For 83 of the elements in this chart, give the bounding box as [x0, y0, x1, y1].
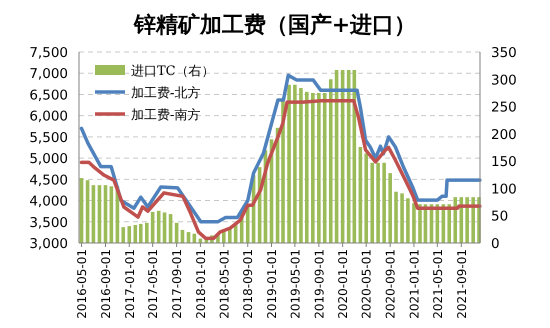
y2-tick-label: 200 — [491, 126, 517, 143]
bar — [364, 154, 368, 243]
bar — [328, 79, 333, 243]
y2-tick-label: 150 — [491, 154, 517, 170]
bar — [162, 212, 166, 243]
x-tick-label: 2020-09-01 — [384, 249, 398, 319]
y-tick-label: 3,500 — [29, 214, 68, 231]
chart-title: 锌精矿加工费（国产+进口） — [132, 12, 416, 38]
x-tick-label: 2018-05-01 — [217, 249, 232, 319]
bar — [334, 70, 338, 243]
bar — [317, 92, 321, 243]
bar — [394, 192, 398, 243]
bar — [382, 162, 386, 243]
bar — [192, 234, 196, 243]
bar — [358, 146, 362, 243]
bar — [299, 88, 303, 243]
x-tick-label: 2019-01-01 — [265, 249, 280, 319]
y2-tick-label: 100 — [491, 181, 517, 198]
bar — [92, 185, 96, 243]
x-tick-label: 2017-09-01 — [170, 249, 184, 319]
x-tick-label: 2018-09-01 — [241, 249, 256, 319]
x-tick-label: 2020-05-01 — [360, 249, 374, 319]
y2-tick-label: 50 — [491, 208, 508, 225]
bar — [134, 224, 138, 243]
y2-tick-label: 350 — [491, 45, 517, 61]
x-tick-label: 2018-01-01 — [194, 249, 208, 319]
bar — [180, 230, 184, 243]
bar — [138, 224, 143, 243]
bar — [287, 84, 291, 243]
x-tick-label: 2021-01-01 — [407, 249, 422, 319]
bar — [370, 162, 374, 243]
x-tick-label: 2017-01-01 — [122, 249, 137, 319]
bar — [430, 204, 434, 243]
bar — [150, 212, 154, 243]
bar — [174, 222, 178, 243]
bar — [376, 162, 380, 243]
bar — [400, 193, 404, 243]
y-tick-label: 5,000 — [29, 151, 68, 168]
bar — [293, 84, 297, 243]
bar — [270, 139, 274, 243]
bar — [388, 173, 392, 243]
y2-tick-label: 300 — [491, 72, 517, 88]
bar — [145, 222, 149, 243]
y2-tick-label: 0 — [491, 236, 500, 252]
bar — [352, 70, 356, 243]
x-tick-label: 2016-05-01 — [75, 249, 90, 319]
y-tick-label: 4,000 — [29, 194, 68, 210]
x-tick-label: 2021-09-01 — [454, 249, 469, 319]
bar — [110, 186, 114, 243]
legend-label: 进口TC（右） — [131, 64, 215, 79]
bar — [246, 206, 250, 243]
bar — [168, 214, 172, 243]
bar — [304, 92, 309, 243]
x-tick-label: 2020-01-01 — [336, 249, 350, 319]
y2-tick-label: 250 — [491, 100, 517, 116]
bar — [127, 226, 132, 243]
x-tick-label: 2019-05-01 — [288, 249, 302, 319]
y-tick-label: 5,500 — [29, 130, 68, 146]
bar — [311, 92, 315, 243]
bar — [340, 70, 344, 243]
bar — [322, 92, 327, 243]
x-tick-label: 2019-09-01 — [312, 249, 326, 319]
bar — [156, 210, 160, 243]
bar — [98, 185, 102, 243]
y-tick-label: 7,000 — [29, 66, 68, 82]
x-tick-label: 2016-09-01 — [99, 249, 113, 319]
y-tick-label: 6,500 — [29, 87, 68, 104]
x-tick-label: 2021-05-01 — [430, 249, 445, 319]
y-tick-label: 3,000 — [29, 236, 68, 252]
bar — [412, 203, 416, 243]
y-tick-label: 6,000 — [29, 108, 68, 125]
legend-label: 加工费-北方 — [131, 85, 200, 101]
bar — [80, 178, 84, 243]
bar — [186, 232, 190, 243]
bar — [346, 70, 350, 243]
legend-label: 加工费-南方 — [131, 107, 200, 123]
y-tick-label: 7,500 — [29, 45, 68, 61]
bar — [86, 180, 90, 243]
bar — [104, 185, 108, 243]
bar — [121, 227, 126, 243]
bar — [406, 198, 410, 243]
y-tick-label: 4,500 — [29, 172, 68, 188]
x-tick-label: 2017-05-01 — [146, 249, 160, 319]
